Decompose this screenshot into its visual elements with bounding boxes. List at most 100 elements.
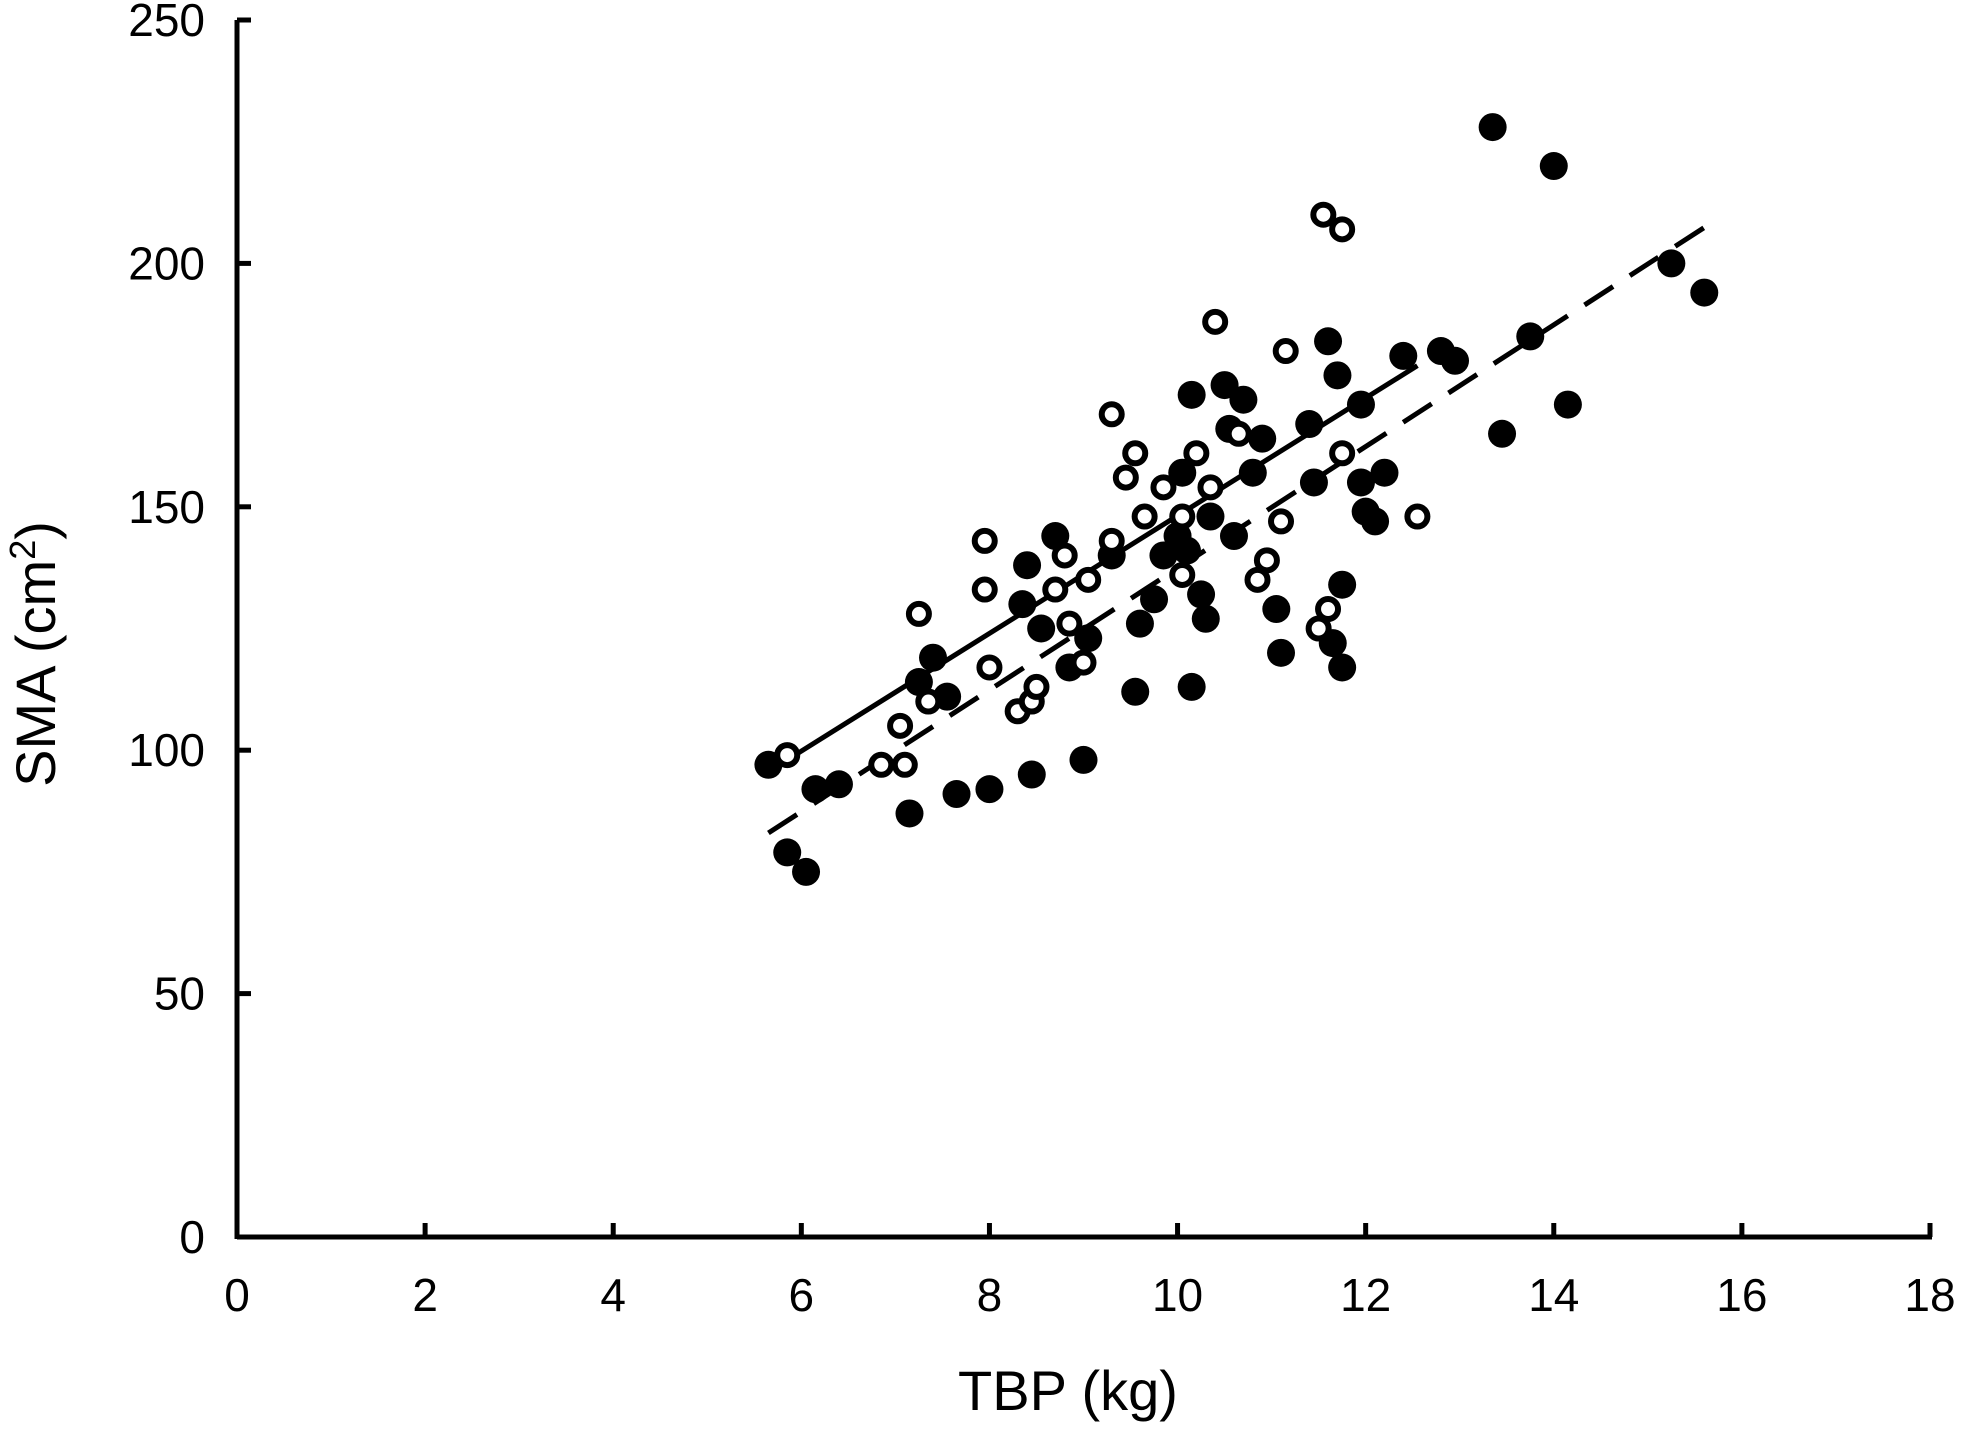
open-data-point (1070, 649, 1097, 676)
open-data-point (1122, 440, 1149, 467)
filled-data-point (1295, 410, 1324, 439)
open-data-point (1329, 440, 1356, 467)
open-data-point (1098, 527, 1125, 554)
filled-data-point (1172, 536, 1201, 565)
filled-data-point (1328, 653, 1357, 682)
filled-data-point (1657, 249, 1686, 278)
filled-data-point (1553, 390, 1582, 419)
filled-data-point (773, 838, 802, 867)
x-tick-label: 0 (224, 1269, 250, 1321)
open-data-point (1197, 474, 1224, 501)
axes (234, 17, 1933, 1240)
filled-data-point (1121, 677, 1150, 706)
filled-data-point (1478, 113, 1507, 142)
open-data-point (774, 742, 801, 769)
y-tick-label: 50 (154, 968, 205, 1020)
open-data-point (1315, 596, 1342, 623)
open-data-point (887, 712, 914, 739)
filled-data-point (1299, 468, 1328, 497)
open-data-point (1051, 542, 1078, 569)
x-tick-label: 12 (1340, 1269, 1391, 1321)
y-tick-label: 150 (128, 481, 205, 533)
open-data-point (1023, 673, 1050, 700)
open-data-point (1329, 216, 1356, 243)
filled-data-point (1248, 424, 1277, 453)
open-data-point (1042, 576, 1069, 603)
filled-data-point (1370, 458, 1399, 487)
x-axis-title: TBP (kg) (958, 1359, 1178, 1422)
filled-data-point (824, 770, 853, 799)
filled-data-point (1516, 322, 1545, 351)
filled-data-point (1389, 341, 1418, 370)
x-tick-label: 14 (1528, 1269, 1579, 1321)
filled-data-point (1346, 468, 1375, 497)
tick-labels: 0 2 4 6 8 10 12 14 16 18 0 50 100 150 200 250 (128, 0, 1955, 1321)
x-tick-label: 18 (1904, 1269, 1955, 1321)
filled-data-point (1539, 152, 1568, 181)
open-data-point (1225, 420, 1252, 447)
open-data-point (1244, 566, 1271, 593)
filled-data-point (1219, 522, 1248, 551)
open-data-point (1202, 308, 1229, 335)
y-tick-label: 100 (128, 724, 205, 776)
filled-data-point (1441, 346, 1470, 375)
open-data-point (976, 654, 1003, 681)
open-data-point (971, 576, 998, 603)
y-axis-title: SMA (cm2) (2, 521, 67, 787)
open-data-point (905, 600, 932, 627)
open-data-point (1098, 401, 1125, 428)
filled-data-point (895, 799, 924, 828)
filled-data-point (1069, 745, 1098, 774)
open-data-point (1169, 561, 1196, 588)
open-data-point (915, 688, 942, 715)
filled-data-point (1074, 624, 1103, 653)
filled-data-point (1346, 390, 1375, 419)
filled-data-point (919, 643, 948, 672)
y-axis-title-main: SMA (cm (4, 560, 67, 787)
filled-data-point (1008, 590, 1037, 619)
filled-data-point (1177, 672, 1206, 701)
open-data-point (1056, 610, 1083, 637)
filled-data-point (1690, 278, 1719, 307)
open-data-point (1183, 440, 1210, 467)
filled-data-point (1323, 361, 1352, 390)
y-tick-label: 0 (179, 1211, 205, 1263)
filled-data-point (1262, 595, 1291, 624)
filled-data-point (1196, 502, 1225, 531)
filled-data-point (1488, 419, 1517, 448)
x-tick-label: 6 (789, 1269, 815, 1321)
filled-data-point (1027, 614, 1056, 643)
filled-data-point (1314, 327, 1343, 356)
open-data-point (868, 751, 895, 778)
open-data-point (1131, 503, 1158, 530)
y-tick-label: 200 (128, 237, 205, 289)
x-tick-label: 16 (1716, 1269, 1767, 1321)
open-data-point (1112, 464, 1139, 491)
open-data-point (1253, 547, 1280, 574)
filled-data-point (1191, 604, 1220, 633)
filled-data-point (1267, 638, 1296, 667)
open-data-point (1404, 503, 1431, 530)
filled-data-point (1229, 385, 1258, 414)
filled-data-point (1017, 760, 1046, 789)
y-tick-label: 250 (128, 0, 205, 46)
data-points (754, 113, 1719, 886)
filled-data-point (1328, 570, 1357, 599)
filled-data-point (942, 780, 971, 809)
filled-data-point (1013, 551, 1042, 580)
filled-data-point (1210, 371, 1239, 400)
filled-data-point (792, 857, 821, 886)
open-data-point (1169, 503, 1196, 530)
x-tick-label: 4 (600, 1269, 626, 1321)
open-data-point (1305, 615, 1332, 642)
filled-data-point (1177, 380, 1206, 409)
filled-data-point (1149, 541, 1178, 570)
open-data-point (971, 527, 998, 554)
filled-data-point (801, 775, 830, 804)
filled-data-point (1361, 507, 1390, 536)
filled-data-point (1168, 458, 1197, 487)
y-axis-title-superscript: 2 (2, 540, 43, 560)
open-data-point (891, 751, 918, 778)
filled-data-point (1140, 585, 1169, 614)
